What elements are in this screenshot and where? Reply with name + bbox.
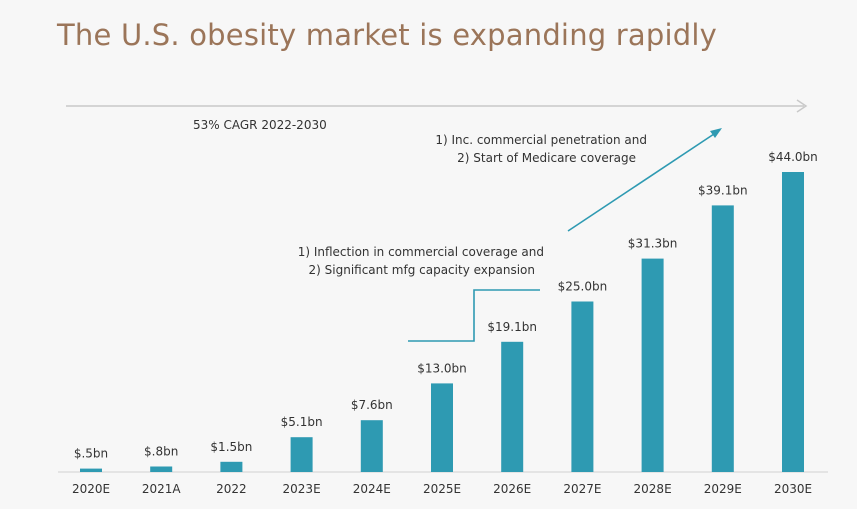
value-label-2029E: $39.1bn [698, 183, 748, 197]
value-label-2021A: $.8bn [144, 445, 178, 459]
bar-2028E [641, 258, 664, 472]
cagr-label: 53% CAGR 2022-2030 [193, 118, 327, 132]
bar-2020E [80, 468, 102, 472]
annotation-2-line-1: 1) Inc. commercial penetration and [435, 133, 647, 147]
bar-2022 [220, 461, 243, 472]
value-label-2026E: $19.1bn [487, 320, 537, 334]
value-label-2027E: $25.0bn [558, 280, 608, 294]
value-label-2023E: $5.1bn [281, 415, 323, 429]
value-label-2030E: $44.0bn [768, 150, 818, 164]
bar-2025E [431, 383, 453, 472]
x-tick-label-2027E: 2027E [563, 482, 601, 496]
x-tick-label-2025E: 2025E [423, 482, 461, 496]
x-tick-label-2021A: 2021A [142, 482, 182, 496]
value-label-2028E: $31.3bn [628, 237, 678, 251]
annotation-1-line-2: 2) Significant mfg capacity expansion [309, 263, 535, 277]
x-tick-label-2023E: 2023E [283, 482, 321, 496]
x-tick-label-2022: 2022 [216, 482, 247, 496]
bar-2030E [782, 172, 804, 472]
value-label-2024E: $7.6bn [351, 398, 393, 412]
bar-2029E [711, 205, 734, 472]
bar-2026E [501, 341, 524, 472]
x-tick-label-2030E: 2030E [774, 482, 812, 496]
diagonal-arrow [567, 128, 722, 232]
bar-2024E [360, 420, 383, 472]
x-tick-label-2026E: 2026E [493, 482, 531, 496]
x-tick-label-2029E: 2029E [704, 482, 742, 496]
value-label-2022: $1.5bn [210, 440, 252, 454]
value-label-2020E: $.5bn [74, 447, 108, 461]
annotation-1-line-1: 1) Inflection in commercial coverage and [298, 245, 544, 259]
x-tick-label-2020E: 2020E [72, 482, 110, 496]
x-tick-label-2028E: 2028E [634, 482, 672, 496]
step-arrow [408, 289, 540, 342]
bar-2021A [150, 466, 173, 472]
value-label-2025E: $13.0bn [417, 361, 467, 375]
bar-2027E [571, 301, 594, 472]
chart-title: The U.S. obesity market is expanding rap… [57, 18, 717, 52]
annotation-2-line-2: 2) Start of Medicare coverage [457, 151, 636, 165]
bar-2023E [290, 437, 313, 472]
x-tick-label-2024E: 2024E [353, 482, 391, 496]
cagr-arrow [66, 99, 808, 113]
